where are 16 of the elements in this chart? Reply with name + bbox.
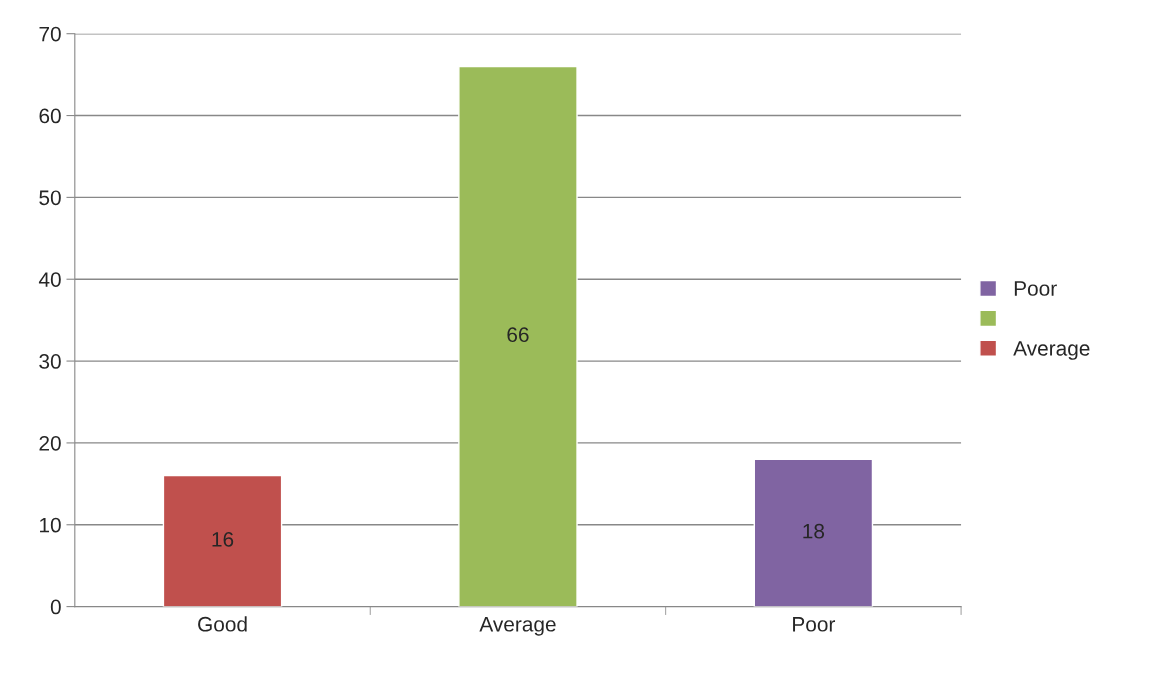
y-tick-label: 70 <box>39 26 61 42</box>
y-tick-label: 20 <box>39 435 61 451</box>
y-tick-label: 30 <box>39 354 61 369</box>
y-tick-label: 50 <box>39 190 61 206</box>
data-label: 18 <box>803 523 825 539</box>
x-tick-label: Poor <box>793 617 836 632</box>
legend-label: Poor <box>1014 281 1057 296</box>
data-label: 16 <box>212 531 234 547</box>
data-label: 66 <box>507 327 529 343</box>
y-tick-label: 0 <box>50 599 61 615</box>
y-tick-label: 60 <box>39 108 61 124</box>
x-tick-label: Good <box>198 616 247 632</box>
y-tick-label: 40 <box>38 272 61 287</box>
legend-label: Average <box>1013 341 1090 360</box>
x-tick-label: Average <box>479 617 556 636</box>
y-tick-label: 10 <box>40 517 61 533</box>
